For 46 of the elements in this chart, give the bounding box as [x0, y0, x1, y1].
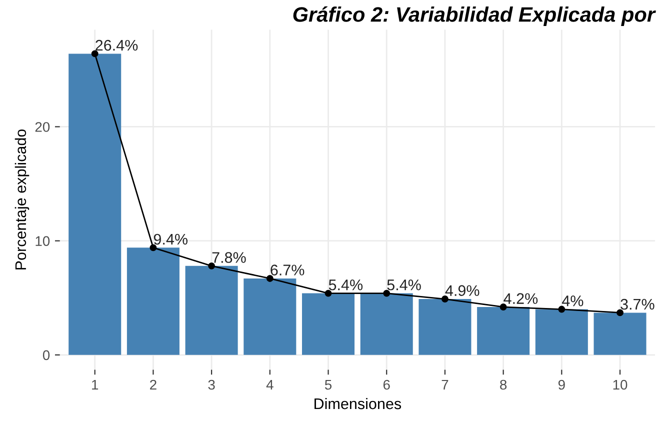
data-label: 9.4% — [154, 234, 188, 245]
bar — [185, 266, 238, 355]
point — [150, 244, 157, 252]
data-label: 4.9% — [445, 285, 480, 296]
data-label: 4.2% — [504, 293, 538, 304]
x-tick-label: 6 — [383, 380, 390, 390]
point — [324, 290, 332, 297]
y-tick-label: 20 — [35, 122, 50, 132]
point — [91, 50, 98, 58]
data-label: 26.4% — [96, 40, 138, 51]
bar — [302, 293, 355, 355]
y-tick-label: 0 — [42, 350, 50, 360]
x-axis-title: Dimensiones — [314, 398, 402, 410]
bar — [244, 278, 296, 355]
x-tick-label: 1 — [92, 380, 98, 390]
x-tick-label: 3 — [208, 380, 215, 390]
data-label: 5.4% — [387, 280, 421, 290]
data-label: 6.7% — [270, 264, 304, 276]
bar — [360, 293, 413, 355]
x-tick-label: 10 — [613, 380, 628, 390]
bar — [594, 312, 646, 355]
point — [383, 290, 390, 297]
x-tick-label: 9 — [558, 380, 565, 390]
chart-title: Gráfico 2: Variabilidad Explicada por — [293, 6, 656, 26]
data-label: 7.8% — [212, 252, 246, 263]
point — [208, 262, 216, 270]
y-axis-title: Porcentaje explicado — [14, 129, 30, 270]
bar — [126, 248, 180, 355]
point — [558, 306, 566, 313]
bar — [68, 54, 122, 355]
x-tick-label: 8 — [500, 380, 507, 390]
x-tick-label: 4 — [266, 380, 274, 390]
point — [441, 296, 448, 302]
data-label: 3.7% — [620, 298, 654, 310]
point — [616, 309, 624, 316]
x-tick-label: 2 — [150, 380, 156, 390]
y-tick-label: 10 — [36, 236, 50, 246]
bar — [477, 307, 530, 355]
x-tick-label: 5 — [324, 380, 332, 390]
x-tick-label: 7 — [442, 380, 448, 390]
bar — [535, 309, 588, 355]
data-label: 5.4% — [328, 280, 363, 290]
point — [266, 275, 274, 282]
point — [500, 304, 507, 310]
bar — [418, 299, 472, 355]
data-label: 4% — [562, 296, 584, 306]
